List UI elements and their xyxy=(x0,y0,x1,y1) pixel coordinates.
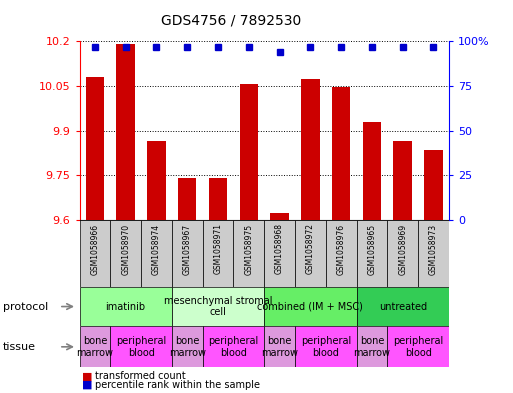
Text: untreated: untreated xyxy=(379,301,427,312)
Text: GSM1058974: GSM1058974 xyxy=(152,223,161,275)
Text: GSM1058965: GSM1058965 xyxy=(367,223,377,275)
Text: GSM1058970: GSM1058970 xyxy=(121,223,130,275)
Text: GSM1058976: GSM1058976 xyxy=(337,223,346,275)
Text: tissue: tissue xyxy=(3,342,35,352)
Bar xyxy=(332,88,350,220)
Text: transformed count: transformed count xyxy=(95,371,186,382)
Bar xyxy=(147,141,166,220)
Bar xyxy=(110,220,141,287)
Bar xyxy=(270,213,289,220)
Bar xyxy=(86,77,104,220)
Text: protocol: protocol xyxy=(3,301,48,312)
Text: ■: ■ xyxy=(82,380,92,390)
Text: ■: ■ xyxy=(82,371,92,382)
Bar xyxy=(80,287,172,326)
Bar xyxy=(203,220,233,287)
Bar xyxy=(387,220,418,287)
Bar xyxy=(116,44,135,220)
Text: bone
marrow: bone marrow xyxy=(76,336,113,358)
Text: GSM1058966: GSM1058966 xyxy=(90,223,100,275)
Bar xyxy=(295,220,326,287)
Bar xyxy=(418,220,449,287)
Bar xyxy=(357,220,387,287)
Bar xyxy=(172,326,203,367)
Bar xyxy=(363,122,381,220)
Bar xyxy=(264,287,357,326)
Text: bone
marrow: bone marrow xyxy=(261,336,298,358)
Text: imatinib: imatinib xyxy=(106,301,146,312)
Text: peripheral
blood: peripheral blood xyxy=(301,336,351,358)
Bar xyxy=(233,220,264,287)
Bar xyxy=(172,287,264,326)
Bar xyxy=(357,326,387,367)
Bar xyxy=(264,326,295,367)
Text: percentile rank within the sample: percentile rank within the sample xyxy=(95,380,260,390)
Bar xyxy=(172,220,203,287)
Bar xyxy=(240,84,258,220)
Text: bone
marrow: bone marrow xyxy=(169,336,206,358)
Text: peripheral
blood: peripheral blood xyxy=(208,336,259,358)
Text: GDS4756 / 7892530: GDS4756 / 7892530 xyxy=(161,14,301,28)
Text: GSM1058969: GSM1058969 xyxy=(398,223,407,275)
Bar xyxy=(209,178,227,220)
Bar xyxy=(393,141,412,220)
Bar xyxy=(178,178,196,220)
Bar xyxy=(264,220,295,287)
Bar xyxy=(424,150,443,220)
Bar xyxy=(141,220,172,287)
Bar xyxy=(301,79,320,220)
Text: GSM1058968: GSM1058968 xyxy=(275,223,284,274)
Bar xyxy=(110,326,172,367)
Text: GSM1058967: GSM1058967 xyxy=(183,223,192,275)
Bar xyxy=(203,326,264,367)
Text: GSM1058971: GSM1058971 xyxy=(213,223,223,274)
Text: peripheral
blood: peripheral blood xyxy=(116,336,166,358)
Text: GSM1058972: GSM1058972 xyxy=(306,223,315,274)
Bar xyxy=(387,326,449,367)
Bar xyxy=(326,220,357,287)
Text: bone
marrow: bone marrow xyxy=(353,336,390,358)
Text: peripheral
blood: peripheral blood xyxy=(393,336,443,358)
Bar xyxy=(295,326,357,367)
Bar xyxy=(80,326,110,367)
Text: combined (IM + MSC): combined (IM + MSC) xyxy=(258,301,363,312)
Bar xyxy=(80,220,110,287)
Text: GSM1058973: GSM1058973 xyxy=(429,223,438,275)
Text: mesenchymal stromal
cell: mesenchymal stromal cell xyxy=(164,296,272,317)
Bar xyxy=(357,287,449,326)
Text: GSM1058975: GSM1058975 xyxy=(244,223,253,275)
